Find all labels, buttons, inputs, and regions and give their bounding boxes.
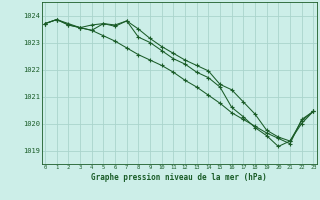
X-axis label: Graphe pression niveau de la mer (hPa): Graphe pression niveau de la mer (hPa) [91, 173, 267, 182]
